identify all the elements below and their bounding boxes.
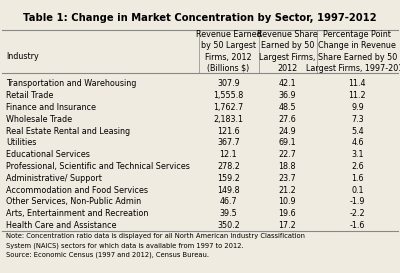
Text: 21.2: 21.2 bbox=[278, 186, 296, 195]
Text: Industry: Industry bbox=[6, 52, 39, 61]
Text: 159.2: 159.2 bbox=[217, 174, 240, 183]
Text: Health Care and Assistance: Health Care and Assistance bbox=[6, 221, 116, 230]
Text: 278.2: 278.2 bbox=[217, 162, 240, 171]
Text: 0.1: 0.1 bbox=[351, 186, 364, 195]
Text: 23.7: 23.7 bbox=[278, 174, 296, 183]
Text: 367.7: 367.7 bbox=[217, 138, 240, 147]
Text: 121.6: 121.6 bbox=[217, 127, 240, 136]
Text: 2,183.1: 2,183.1 bbox=[214, 115, 243, 124]
Text: 149.8: 149.8 bbox=[217, 186, 240, 195]
Text: Administrative/ Support: Administrative/ Support bbox=[6, 174, 102, 183]
Text: Other Services, Non-Public Admin: Other Services, Non-Public Admin bbox=[6, 197, 141, 206]
Text: 2.6: 2.6 bbox=[351, 162, 364, 171]
Text: 3.1: 3.1 bbox=[351, 150, 364, 159]
Text: Percentage Point
Change in Revenue
Share Earned by 50
Largest Firms, 1997-2012: Percentage Point Change in Revenue Share… bbox=[306, 30, 400, 73]
Text: 46.7: 46.7 bbox=[220, 197, 237, 206]
Text: Source: Economic Census (1997 and 2012), Census Bureau.: Source: Economic Census (1997 and 2012),… bbox=[6, 252, 209, 259]
Text: 12.1: 12.1 bbox=[220, 150, 237, 159]
Text: Wholesale Trade: Wholesale Trade bbox=[6, 115, 72, 124]
Text: 22.7: 22.7 bbox=[278, 150, 296, 159]
Text: 19.6: 19.6 bbox=[278, 209, 296, 218]
Text: System (NAICS) sectors for which data is available from 1997 to 2012.: System (NAICS) sectors for which data is… bbox=[6, 242, 244, 249]
Text: 5.4: 5.4 bbox=[351, 127, 364, 136]
Text: 48.5: 48.5 bbox=[278, 103, 296, 112]
Text: Note: Concentration ratio data is displayed for all North American Industry Clas: Note: Concentration ratio data is displa… bbox=[6, 233, 305, 239]
Text: Accommodation and Food Services: Accommodation and Food Services bbox=[6, 186, 148, 195]
Text: Revenue Share
Earned by 50
Largest Firms,
2012: Revenue Share Earned by 50 Largest Firms… bbox=[257, 30, 318, 73]
Text: 10.9: 10.9 bbox=[278, 197, 296, 206]
Text: 39.5: 39.5 bbox=[220, 209, 237, 218]
Text: Revenue Earned
by 50 Largest
Firms, 2012
(Billions $): Revenue Earned by 50 Largest Firms, 2012… bbox=[196, 30, 261, 73]
Text: 27.6: 27.6 bbox=[278, 115, 296, 124]
Text: 7.3: 7.3 bbox=[351, 115, 364, 124]
Text: Real Estate Rental and Leasing: Real Estate Rental and Leasing bbox=[6, 127, 130, 136]
Text: Utilities: Utilities bbox=[6, 138, 36, 147]
Text: Educational Services: Educational Services bbox=[6, 150, 90, 159]
Text: Transportation and Warehousing: Transportation and Warehousing bbox=[6, 79, 136, 88]
Text: -1.6: -1.6 bbox=[350, 221, 365, 230]
Text: 11.2: 11.2 bbox=[348, 91, 366, 100]
Text: 307.9: 307.9 bbox=[217, 79, 240, 88]
Text: 1,762.7: 1,762.7 bbox=[213, 103, 244, 112]
Text: 9.9: 9.9 bbox=[351, 103, 364, 112]
Text: 24.9: 24.9 bbox=[278, 127, 296, 136]
Text: 350.2: 350.2 bbox=[217, 221, 240, 230]
Text: 4.6: 4.6 bbox=[351, 138, 364, 147]
Text: 17.2: 17.2 bbox=[278, 221, 296, 230]
Text: 42.1: 42.1 bbox=[278, 79, 296, 88]
Text: -1.9: -1.9 bbox=[350, 197, 365, 206]
Text: -2.2: -2.2 bbox=[350, 209, 365, 218]
Text: 1,555.8: 1,555.8 bbox=[213, 91, 244, 100]
Text: 69.1: 69.1 bbox=[278, 138, 296, 147]
Text: Arts, Entertainment and Recreation: Arts, Entertainment and Recreation bbox=[6, 209, 148, 218]
Text: Table 1: Change in Market Concentration by Sector, 1997-2012: Table 1: Change in Market Concentration … bbox=[23, 13, 377, 23]
Text: 1.6: 1.6 bbox=[351, 174, 364, 183]
Text: 11.4: 11.4 bbox=[349, 79, 366, 88]
Text: Retail Trade: Retail Trade bbox=[6, 91, 53, 100]
Text: Finance and Insurance: Finance and Insurance bbox=[6, 103, 96, 112]
Text: 18.8: 18.8 bbox=[279, 162, 296, 171]
Text: 36.9: 36.9 bbox=[278, 91, 296, 100]
Text: Professional, Scientific and Technical Services: Professional, Scientific and Technical S… bbox=[6, 162, 190, 171]
